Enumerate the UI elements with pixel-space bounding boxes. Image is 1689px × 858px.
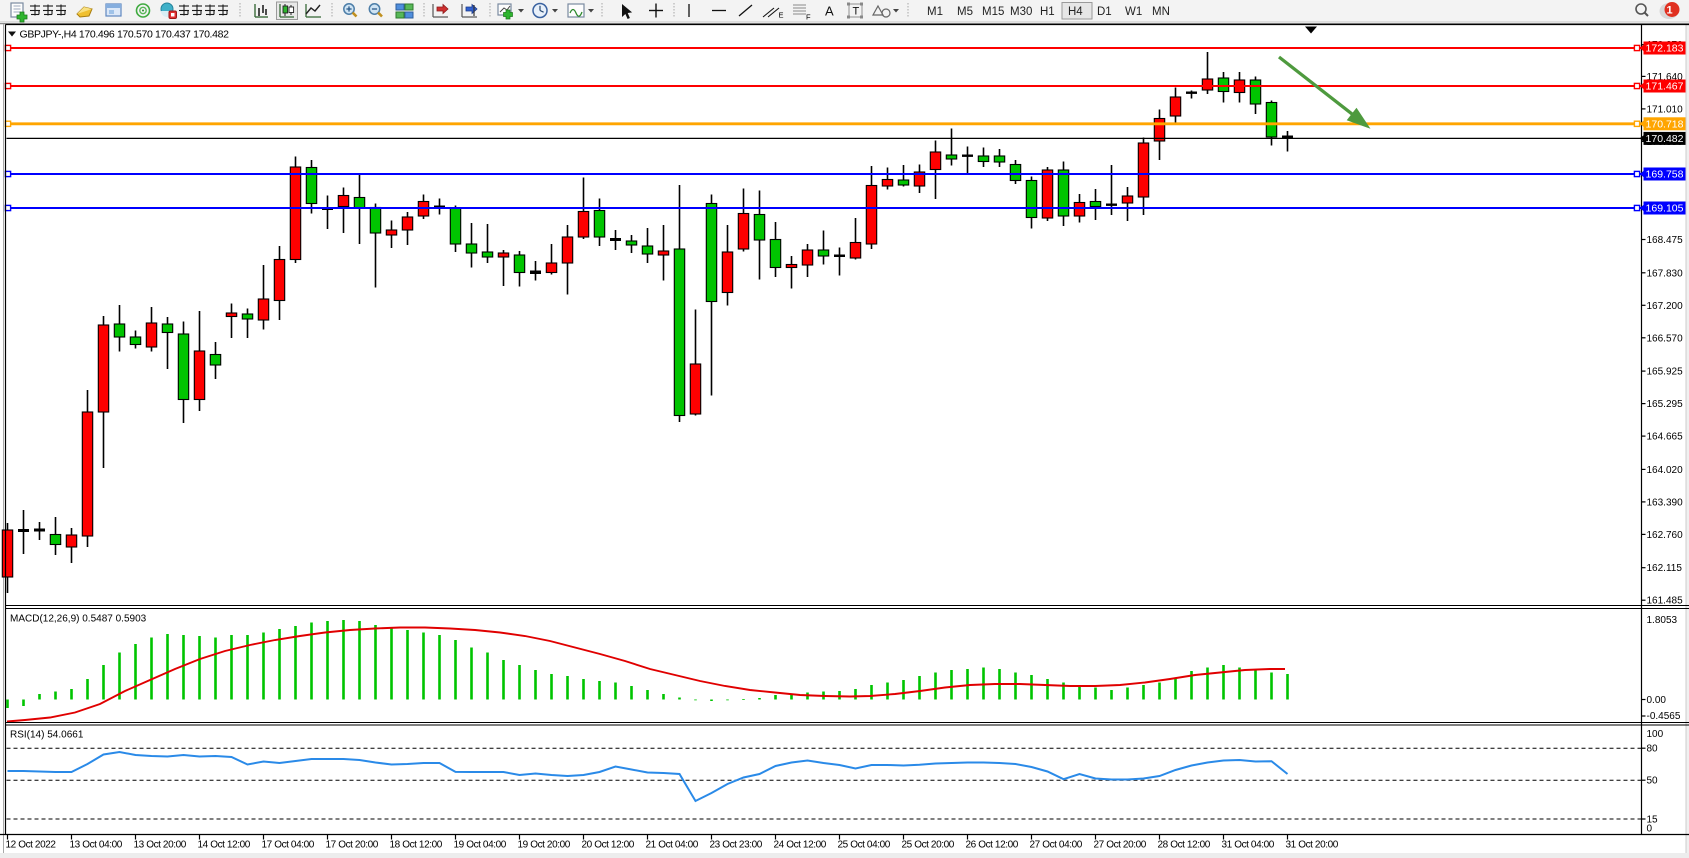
svg-text:H4: H4: [1068, 6, 1083, 18]
svg-text:A: A: [825, 4, 834, 19]
svg-text:14 Oct 12:00: 14 Oct 12:00: [198, 840, 251, 851]
svg-text:21 Oct 04:00: 21 Oct 04:00: [646, 840, 699, 851]
svg-text:31 Oct 04:00: 31 Oct 04:00: [1222, 840, 1275, 851]
svg-text:GBPJPY-,H4 170.496 170.570 17: GBPJPY-,H4 170.496 170.570 170.437 170.4…: [20, 29, 230, 41]
svg-text:20 Oct 12:00: 20 Oct 12:00: [582, 840, 635, 851]
svg-text:18 Oct 12:00: 18 Oct 12:00: [390, 840, 443, 851]
svg-text:25 Oct 20:00: 25 Oct 20:00: [902, 840, 955, 851]
svg-text:M1: M1: [927, 6, 943, 18]
svg-text:T: T: [853, 6, 860, 18]
svg-text:D1: D1: [1097, 6, 1112, 18]
svg-text:E: E: [779, 11, 784, 20]
svg-text:171.640: 171.640: [1647, 72, 1684, 83]
svg-text:164.665: 164.665: [1647, 432, 1684, 443]
svg-text:MACD(12,26,9) 0.5487 0.5903: MACD(12,26,9) 0.5487 0.5903: [10, 614, 147, 625]
svg-text:170.482: 170.482: [1646, 133, 1684, 145]
svg-text:167.200: 167.200: [1647, 301, 1684, 312]
svg-text:162.115: 162.115: [1647, 563, 1683, 574]
svg-text:50: 50: [1647, 776, 1659, 787]
svg-text:168.475: 168.475: [1647, 235, 1684, 246]
svg-text:172.183: 172.183: [1646, 43, 1684, 55]
svg-text:13 Oct 20:00: 13 Oct 20:00: [134, 840, 187, 851]
svg-text:171.467: 171.467: [1646, 81, 1684, 93]
svg-text:13 Oct 04:00: 13 Oct 04:00: [70, 840, 123, 851]
svg-text:17 Oct 04:00: 17 Oct 04:00: [262, 840, 315, 851]
svg-text:163.390: 163.390: [1647, 497, 1684, 508]
svg-text:1.8053: 1.8053: [1647, 615, 1678, 626]
svg-text:W1: W1: [1125, 6, 1142, 18]
svg-text:28 Oct 12:00: 28 Oct 12:00: [1158, 840, 1211, 851]
svg-text:M5: M5: [957, 6, 973, 18]
svg-text:1: 1: [1666, 5, 1672, 17]
svg-text:165.925: 165.925: [1647, 367, 1684, 378]
svg-text:167.830: 167.830: [1647, 268, 1684, 279]
svg-text:161.485: 161.485: [1647, 596, 1684, 607]
svg-text:12 Oct 2022: 12 Oct 2022: [6, 840, 57, 851]
svg-text:M15: M15: [982, 6, 1004, 18]
svg-text:80: 80: [1647, 744, 1659, 755]
svg-text:171.010: 171.010: [1647, 104, 1684, 115]
svg-text:17 Oct 20:00: 17 Oct 20:00: [326, 840, 379, 851]
svg-text:170.718: 170.718: [1646, 119, 1684, 131]
svg-text:100: 100: [1647, 729, 1664, 740]
svg-text:166.570: 166.570: [1647, 333, 1684, 344]
svg-text:19 Oct 20:00: 19 Oct 20:00: [518, 840, 571, 851]
svg-text:164.020: 164.020: [1647, 465, 1684, 476]
svg-text:169.105: 169.105: [1646, 203, 1684, 215]
svg-text:24 Oct 12:00: 24 Oct 12:00: [774, 840, 827, 851]
svg-text:RSI(14) 54.0661: RSI(14) 54.0661: [10, 730, 84, 741]
svg-text:27 Oct 04:00: 27 Oct 04:00: [1030, 840, 1083, 851]
svg-text:-0.4565: -0.4565: [1647, 711, 1681, 722]
svg-text:19 Oct 04:00: 19 Oct 04:00: [454, 840, 507, 851]
svg-text:F: F: [806, 13, 811, 22]
svg-text:H1: H1: [1040, 6, 1055, 18]
svg-text:15: 15: [1647, 815, 1659, 826]
svg-text:162.760: 162.760: [1647, 530, 1684, 541]
svg-text:0: 0: [1647, 824, 1653, 835]
svg-text:31 Oct 20:00: 31 Oct 20:00: [1286, 840, 1339, 851]
svg-text:169.758: 169.758: [1646, 169, 1684, 181]
svg-text:25 Oct 04:00: 25 Oct 04:00: [838, 840, 891, 851]
svg-text:27 Oct 20:00: 27 Oct 20:00: [1094, 840, 1147, 851]
svg-text:23 Oct 23:00: 23 Oct 23:00: [710, 840, 763, 851]
svg-text:26 Oct 12:00: 26 Oct 12:00: [966, 840, 1019, 851]
svg-text:MN: MN: [1152, 6, 1170, 18]
svg-text:M30: M30: [1010, 6, 1032, 18]
svg-text:165.295: 165.295: [1647, 399, 1684, 410]
svg-text:0.00: 0.00: [1647, 695, 1667, 706]
